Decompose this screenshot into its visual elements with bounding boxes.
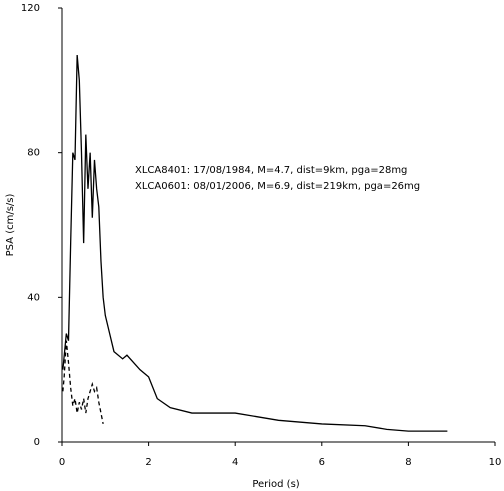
- x-tick-label: 4: [232, 457, 238, 468]
- y-tick-label: 80: [27, 148, 40, 159]
- y-axis-label: PSA (cm/s/s): [5, 194, 16, 257]
- x-axis-label: Period (s): [252, 479, 299, 490]
- series-line: [62, 340, 104, 425]
- y-tick-label: 40: [27, 292, 40, 303]
- x-tick-label: 10: [489, 457, 502, 468]
- x-tick-label: 6: [319, 457, 325, 468]
- x-tick-label: 8: [405, 457, 411, 468]
- x-tick-label: 2: [145, 457, 151, 468]
- y-tick-label: 0: [34, 437, 40, 448]
- y-tick-label: 120: [21, 3, 40, 14]
- series-line: [62, 54, 448, 432]
- legend-entry: XLCA8401: 17/08/1984, M=4.7, dist=9km, p…: [135, 165, 407, 176]
- x-tick-label: 0: [59, 457, 65, 468]
- legend-entry: XLCA0601: 08/01/2006, M=6.9, dist=219km,…: [135, 181, 420, 192]
